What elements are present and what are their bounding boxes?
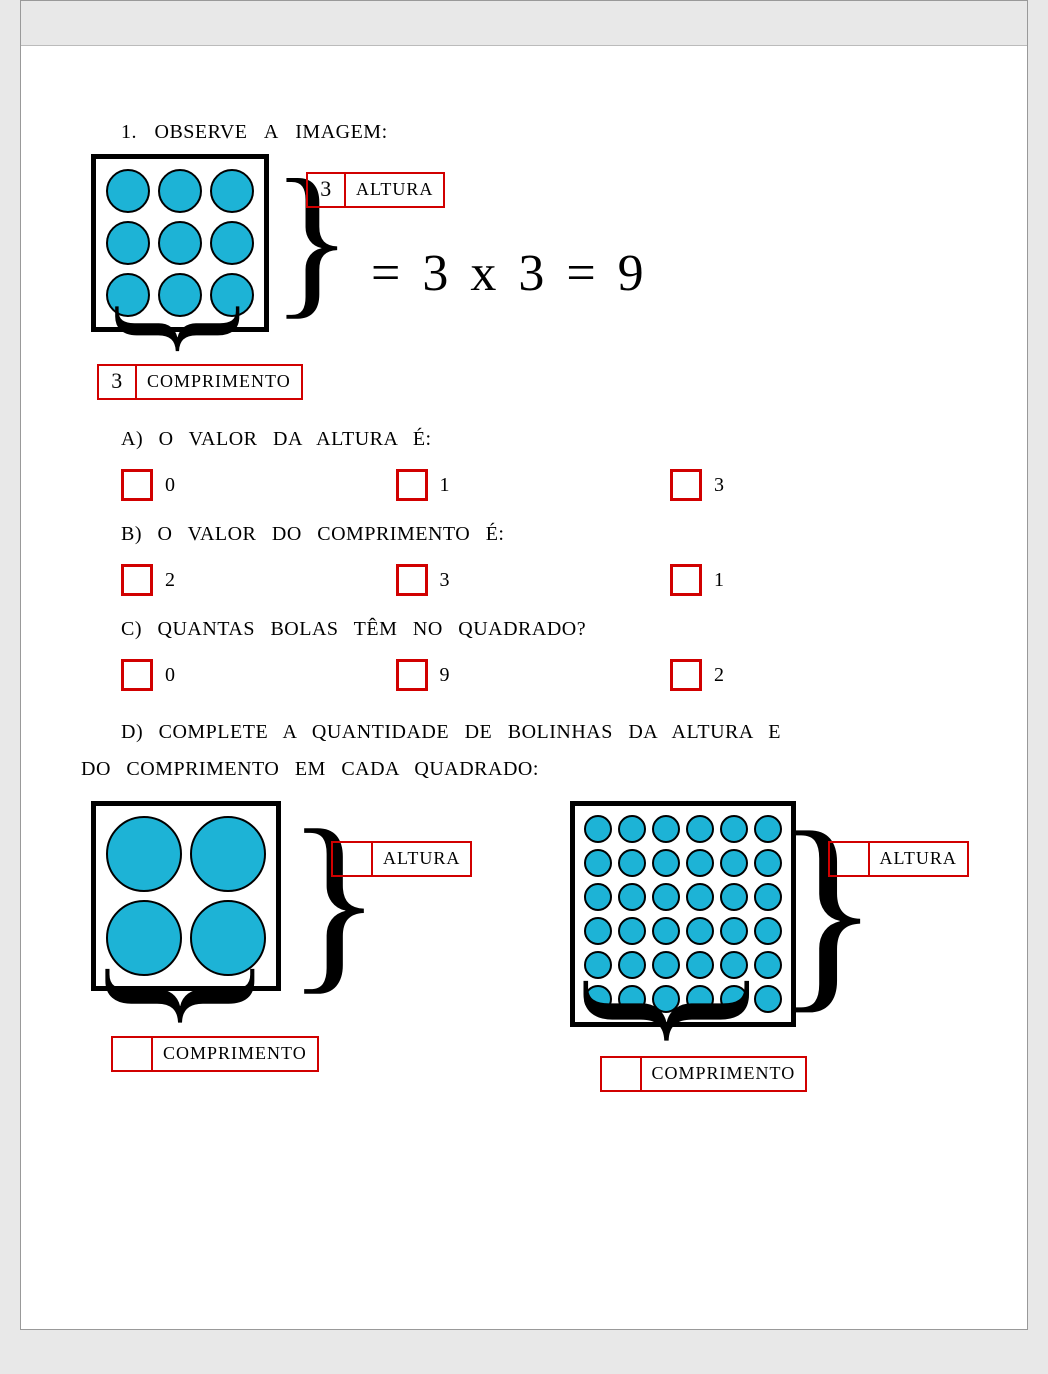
equation-text: = 3 x 3 = 9 <box>371 244 644 303</box>
qA-checkbox-2[interactable] <box>396 469 428 501</box>
altura-label-right: ALTURA <box>870 843 967 875</box>
qA-checkbox-3[interactable] <box>670 469 702 501</box>
altura-box: 3 ALTURA <box>306 172 445 208</box>
altura-box-left: ALTURA <box>331 841 472 877</box>
qB-checkbox-3[interactable] <box>670 564 702 596</box>
qA-options: 0 1 3 <box>121 469 987 501</box>
qD-line1: D) COMPLETE A QUANTIDADE DE BOLINHAS DA … <box>121 721 987 744</box>
qA-prompt: A) O VALOR DA ALTURA É: <box>121 428 987 451</box>
qC-checkbox-3[interactable] <box>670 659 702 691</box>
altura-blank-left[interactable] <box>333 843 373 875</box>
qC-opt3: 2 <box>714 664 725 687</box>
worksheet-content: 1. OBSERVE A IMAGEM: } 3 ALTURA = 3 x 3 … <box>61 121 987 1101</box>
qB-checkbox-1[interactable] <box>121 564 153 596</box>
qC-prompt: C) QUANTAS BOLAS TÊM NO QUADRADO? <box>121 618 987 641</box>
altura-num: 3 <box>308 174 346 206</box>
qB-opt2: 3 <box>440 569 451 592</box>
comprimento-num: 3 <box>99 366 137 398</box>
qB-prompt: B) O VALOR DO COMPRIMENTO É: <box>121 523 987 546</box>
altura-blank-right[interactable] <box>830 843 870 875</box>
comprimento-blank-right[interactable] <box>602 1058 642 1090</box>
qC-checkbox-2[interactable] <box>396 659 428 691</box>
qC-checkbox-1[interactable] <box>121 659 153 691</box>
qB-opt1: 2 <box>165 569 176 592</box>
qA-opt2: 1 <box>440 474 451 497</box>
comprimento-box: 3 COMPRIMENTO <box>97 364 303 400</box>
altura-label: ALTURA <box>346 174 443 206</box>
comprimento-label-left: COMPRIMENTO <box>153 1038 317 1070</box>
qC-opt1: 0 <box>165 664 176 687</box>
comprimento-blank-left[interactable] <box>113 1038 153 1070</box>
comprimento-box-left: COMPRIMENTO <box>111 1036 319 1072</box>
comprimento-label-right: COMPRIMENTO <box>642 1058 806 1090</box>
altura-label-left: ALTURA <box>373 843 470 875</box>
qA-opt3: 3 <box>714 474 725 497</box>
qA-checkbox-1[interactable] <box>121 469 153 501</box>
figure-D: } ALTURA } COMPRIMENTO <box>91 801 987 1101</box>
qB-checkbox-2[interactable] <box>396 564 428 596</box>
qC-options: 0 9 2 <box>121 659 987 691</box>
qD-line2: DO COMPRIMENTO EM CADA QUADRADO: <box>81 758 987 781</box>
comprimento-box-right: COMPRIMENTO <box>600 1056 808 1092</box>
qB-opt3: 1 <box>714 569 725 592</box>
altura-box-right: ALTURA <box>828 841 969 877</box>
qA-opt1: 0 <box>165 474 176 497</box>
page: 1. OBSERVE A IMAGEM: } 3 ALTURA = 3 x 3 … <box>20 0 1028 1330</box>
qB-options: 2 3 1 <box>121 564 987 596</box>
title-line: 1. OBSERVE A IMAGEM: <box>121 121 987 144</box>
header-band <box>21 1 1027 46</box>
qC-opt2: 9 <box>440 664 451 687</box>
figure-1: } 3 ALTURA = 3 x 3 = 9 } 3 COMPRIMENTO <box>91 154 987 414</box>
comprimento-label: COMPRIMENTO <box>137 366 301 398</box>
